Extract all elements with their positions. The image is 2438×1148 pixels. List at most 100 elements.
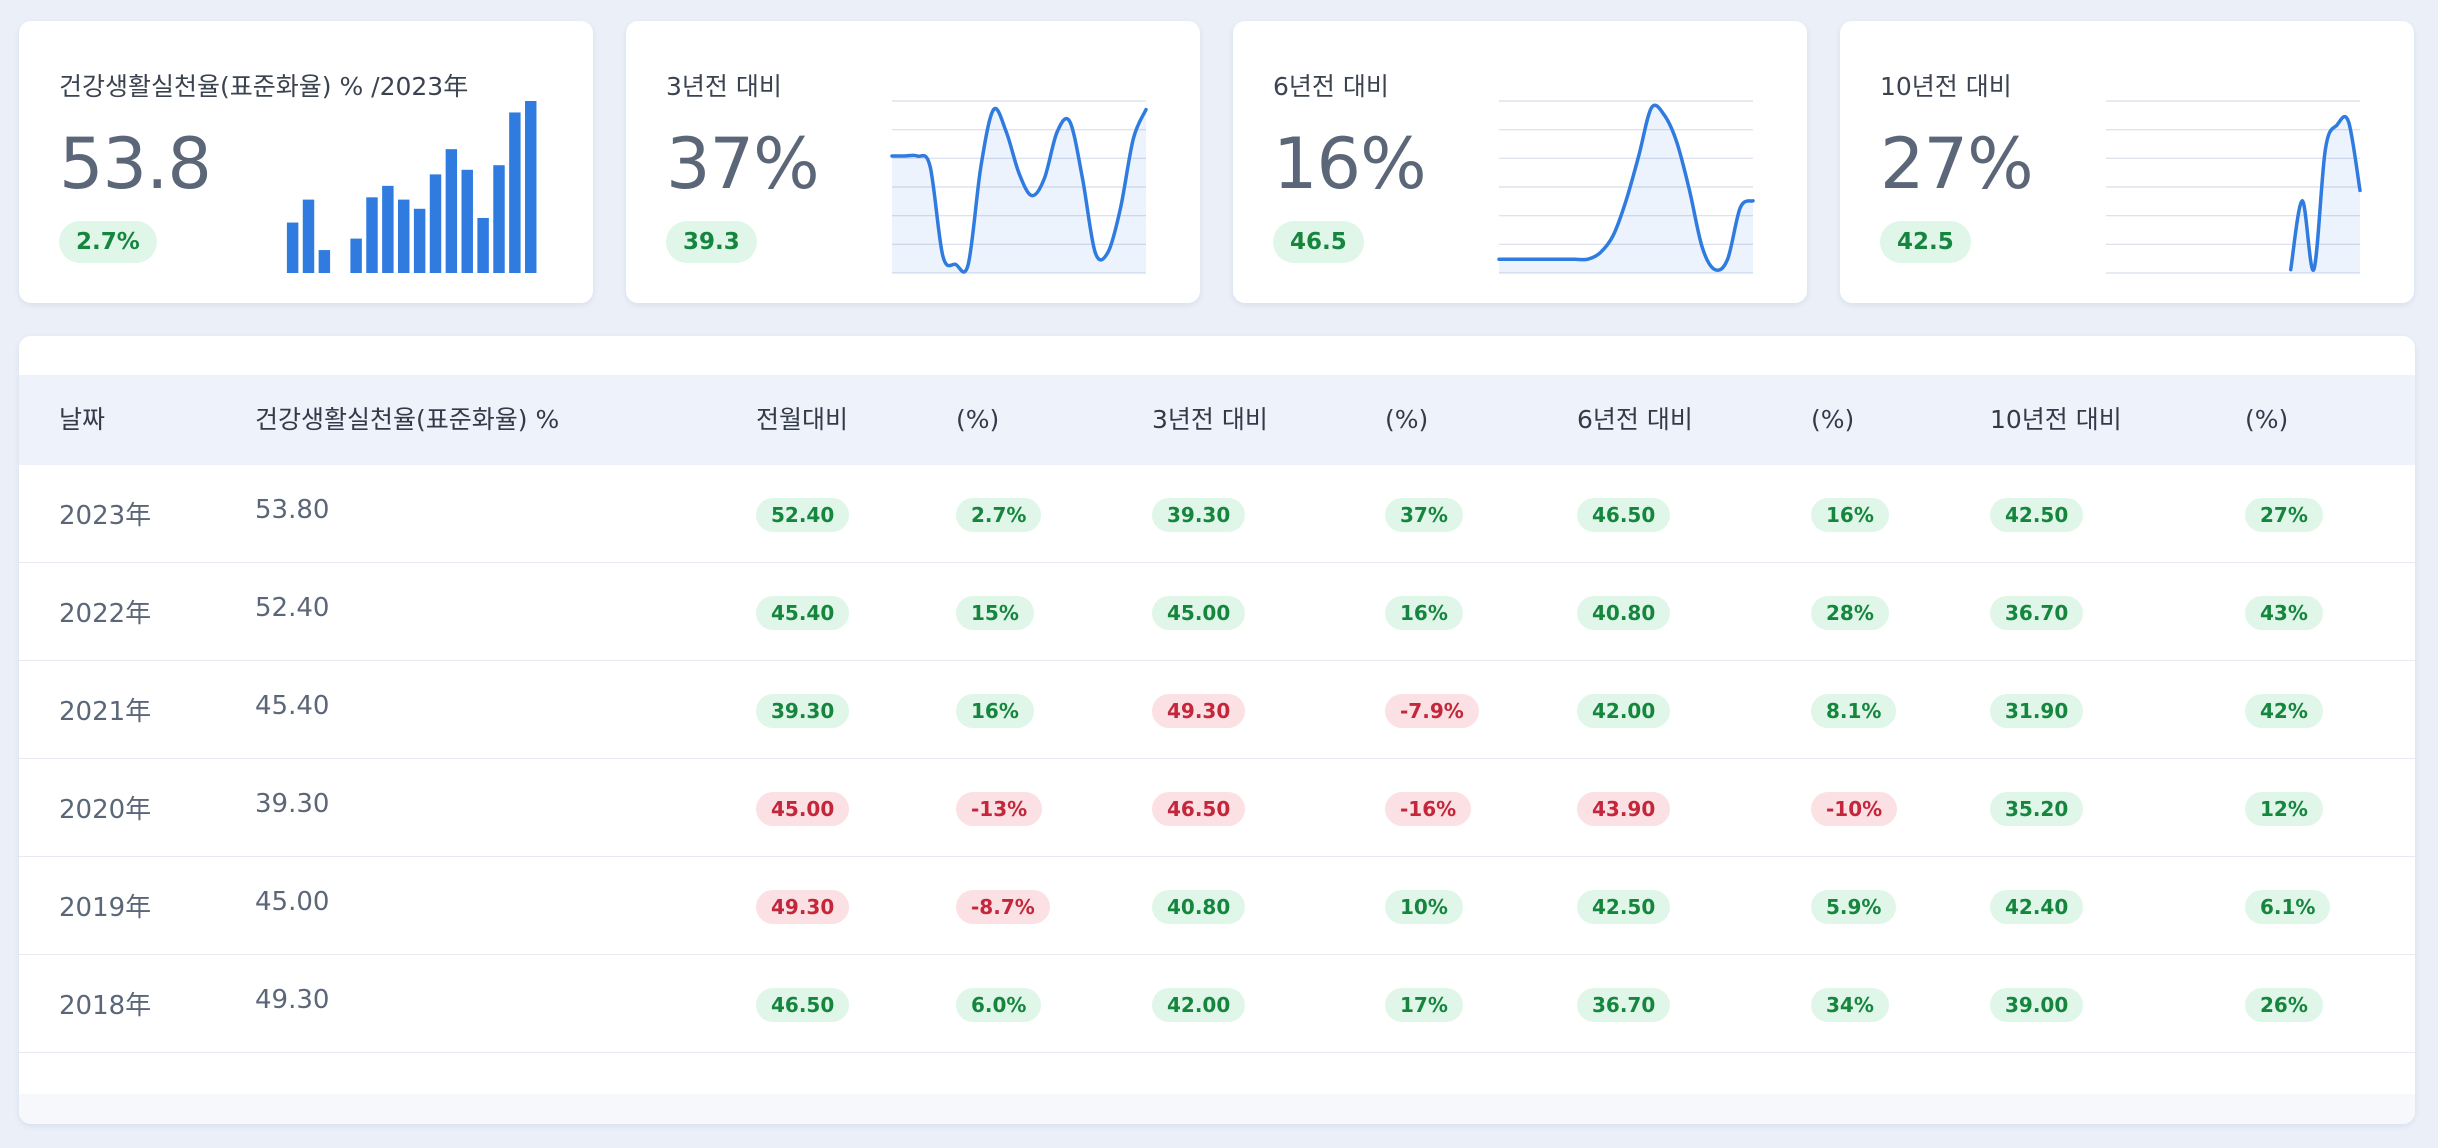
sparkline-chart [2106,100,2362,274]
table-row: 2019年 45.00 49.30 -8.7% 40.80 10% 42.50 5.9% 42.… [19,857,2415,955]
change-badge-positive: 46.50 [756,988,850,1022]
card-badge: 42.5 [1880,221,1971,263]
card-value: 27% [1880,123,2034,205]
th-mom: 전월대비 [756,405,849,434]
th-6yr: 6년전 대비 [1577,405,1693,434]
cell-rate: 49.30 [255,985,330,1015]
card-value: 16% [1273,123,1427,205]
change-badge-positive: 35.20 [1990,792,2084,826]
table-row: 2021年 45.40 39.30 16% 49.30 -7.9% 42.00 8.1% 31.… [19,661,2415,759]
bar [477,217,489,273]
change-badge-positive: 12% [2245,792,2323,826]
bar [413,208,426,273]
table-header: 날짜 건강생활실천율(표준화율) % 전월대비 (%) 3년전 대비 (%) 6년전 대비 (… [19,375,2415,465]
change-badge-positive: 36.70 [1577,988,1671,1022]
change-badge-positive: 31.90 [1990,694,2084,728]
change-badge-negative: -7.9% [1385,694,1479,728]
cell-date: 2020年 [59,795,152,825]
cell-rate: 45.40 [255,691,330,721]
change-badge-positive: 27% [2245,498,2323,532]
change-badge-positive: 40.80 [1152,890,1246,924]
cell-date: 2018年 [59,991,152,1021]
change-badge-negative: 46.50 [1152,792,1246,826]
change-badge-positive: 2.7% [956,498,1042,532]
card-3yr-compare: 3년전 대비 37% 39.3 [626,21,1200,303]
change-badge-positive: 39.30 [756,694,850,728]
bar [398,199,410,273]
change-badge-positive: 16% [1385,596,1463,630]
cell-date: 2021年 [59,697,152,727]
table-row: 2023年 53.80 52.40 2.7% 39.30 37% 46.50 16% 42.50… [19,465,2415,563]
sparkbar-chart [286,101,537,273]
card-title: 건강생활실천율(표준화율) % /2023年 [59,72,469,101]
sparkline-area [2290,116,2360,273]
card-10yr-compare: 10년전 대비 27% 42.5 [1840,21,2414,303]
sparkline-chart [890,100,1148,274]
card-title: 10년전 대비 [1880,72,2012,101]
card-standardized-rate: 건강생활실천율(표준화율) % /2023年 53.8 2.7% [19,21,593,303]
th-6yr-pct: (%) [1811,405,1855,434]
bar [366,197,378,273]
change-badge-positive: 8.1% [1811,694,1897,728]
cell-rate: 45.00 [255,887,330,917]
change-badge-positive: 6.1% [2245,890,2331,924]
sparkline-area [892,108,1146,273]
change-badge-negative: 49.30 [1152,694,1246,728]
change-badge-negative: -10% [1811,792,1898,826]
change-badge-negative: -13% [956,792,1043,826]
change-badge-positive: 42.00 [1152,988,1246,1022]
cell-date: 2023年 [59,501,152,531]
table-footer [19,1094,2415,1124]
card-value: 37% [666,123,820,205]
th-10yr-pct: (%) [2245,405,2289,434]
bar [429,174,442,273]
change-badge-positive: 42.00 [1577,694,1671,728]
bar [286,222,299,273]
change-badge-positive: 42% [2245,694,2323,728]
cell-rate: 53.80 [255,495,330,525]
th-rate: 건강생활실천율(표준화율) % [255,405,560,434]
change-badge-positive: 45.40 [756,596,850,630]
change-badge-positive: 42.50 [1577,890,1671,924]
card-badge: 46.5 [1273,221,1364,263]
th-3yr-pct: (%) [1385,405,1429,434]
table-row: 2020年 39.30 45.00 -13% 46.50 -16% 43.90 -10% 35.… [19,759,2415,857]
change-badge-positive: 39.30 [1152,498,1246,532]
sparkline [2288,114,2362,272]
change-badge-negative: -8.7% [956,890,1050,924]
bar [493,165,505,273]
change-badge-positive: 43% [2245,596,2323,630]
change-badge-positive: 15% [956,596,1034,630]
change-badge-positive: 42.50 [1990,498,2084,532]
bar [350,238,362,273]
bar [509,112,521,273]
th-10yr: 10년전 대비 [1990,405,2122,434]
cell-date: 2022年 [59,599,152,629]
card-value: 53.8 [59,123,212,205]
sparkline-area [1499,105,1753,273]
change-badge-positive: 46.50 [1577,498,1671,532]
table-row: 2018年 49.30 46.50 6.0% 42.00 17% 36.70 34% 39.00… [19,955,2415,1053]
change-badge-negative: 45.00 [756,792,850,826]
change-badge-positive: 42.40 [1990,890,2084,924]
change-badge-positive: 45.00 [1152,596,1246,630]
change-badge-positive: 26% [2245,988,2323,1022]
card-badge: 39.3 [666,221,757,263]
th-date: 날짜 [59,405,106,434]
change-badge-positive: 28% [1811,596,1889,630]
change-badge-negative: -16% [1385,792,1472,826]
change-badge-negative: 43.90 [1577,792,1671,826]
card-title: 6년전 대비 [1273,72,1389,101]
change-badge-positive: 16% [1811,498,1889,532]
change-badge-positive: 16% [956,694,1034,728]
change-badge-positive: 36.70 [1990,596,2084,630]
change-badge-positive: 37% [1385,498,1463,532]
card-6yr-compare: 6년전 대비 16% 46.5 [1233,21,1807,303]
table-row: 2022年 52.40 45.40 15% 45.00 16% 40.80 28% 36.70 4… [19,563,2415,661]
sparkline [890,106,1148,274]
card-badge: 2.7% [59,221,157,263]
sparkline [1497,103,1755,273]
change-badge-positive: 6.0% [956,988,1042,1022]
bar [461,169,473,273]
bar [302,199,315,273]
